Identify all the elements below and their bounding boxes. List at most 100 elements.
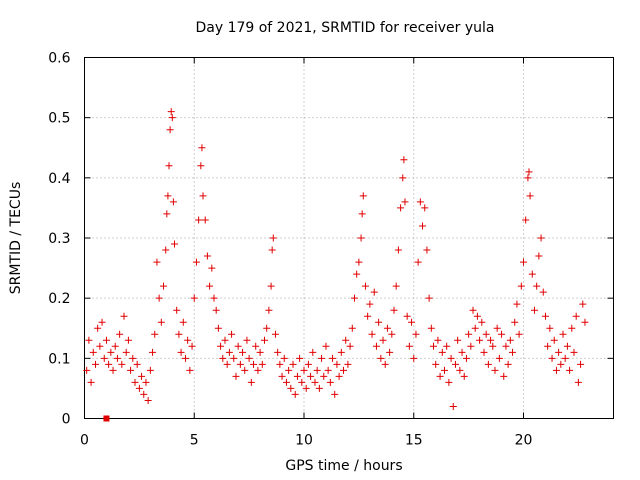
data-point: [127, 366, 135, 374]
data-point: [375, 318, 383, 326]
data-point: [199, 192, 207, 200]
data-point: [225, 348, 233, 356]
data-point: [355, 258, 363, 266]
data-point: [525, 168, 533, 176]
data-point: [201, 216, 209, 224]
data-point: [440, 366, 448, 374]
data-point: [146, 366, 154, 374]
data-point: [419, 222, 427, 230]
data-point: [318, 354, 326, 362]
data-point: [135, 384, 143, 392]
y-tick-label: 0.5: [48, 111, 70, 127]
data-point: [83, 366, 91, 374]
data-point: [203, 252, 211, 260]
data-point: [168, 114, 176, 122]
data-point: [302, 384, 310, 392]
data-point: [480, 348, 488, 356]
data-point: [254, 366, 262, 374]
data-point: [228, 330, 236, 338]
data-point: [280, 354, 288, 362]
data-point: [234, 342, 242, 350]
data-point: [118, 360, 126, 368]
data-point: [451, 360, 459, 368]
data-point: [476, 336, 484, 344]
y-tick-label: 0.4: [48, 171, 70, 187]
data-point: [300, 366, 308, 374]
square-data-point: [103, 415, 110, 422]
data-point: [181, 354, 189, 362]
x-tick-label: 20: [515, 433, 533, 449]
data-point: [131, 378, 139, 386]
data-point: [94, 324, 102, 332]
data-point: [449, 402, 457, 410]
y-tick-label: 0.1: [48, 351, 70, 367]
data-point: [111, 342, 119, 350]
data-point: [528, 270, 536, 278]
data-point: [568, 324, 576, 332]
data-point: [107, 348, 115, 356]
data-point: [467, 342, 475, 350]
data-point: [162, 246, 170, 254]
data-point: [298, 378, 306, 386]
data-point: [358, 210, 366, 218]
data-point: [177, 348, 185, 356]
data-point: [124, 336, 132, 344]
data-point: [311, 378, 319, 386]
data-point: [122, 348, 130, 356]
data-point: [579, 300, 587, 308]
data-point: [397, 204, 405, 212]
data-point: [250, 360, 258, 368]
data-point: [120, 312, 128, 320]
y-tick-label: 0: [62, 412, 71, 428]
data-point: [561, 354, 569, 362]
data-point: [285, 366, 293, 374]
data-point: [219, 354, 227, 362]
data-point: [214, 324, 222, 332]
data-point: [179, 318, 187, 326]
data-point: [348, 324, 356, 332]
data-point: [85, 336, 93, 344]
data-point: [109, 366, 117, 374]
data-point: [574, 378, 582, 386]
data-point: [98, 318, 106, 326]
data-point: [386, 348, 394, 356]
data-point: [539, 288, 547, 296]
data-point: [268, 246, 276, 254]
data-point: [427, 324, 435, 332]
y-tick-label: 0.2: [48, 291, 70, 307]
data-point: [495, 354, 503, 362]
data-point: [572, 312, 580, 320]
data-point: [329, 354, 337, 362]
data-point: [313, 366, 321, 374]
data-point: [526, 192, 534, 200]
data-point: [370, 288, 378, 296]
data-point: [447, 354, 455, 362]
data-point: [278, 372, 286, 380]
data-point: [241, 366, 249, 374]
data-point: [165, 162, 173, 170]
data-point: [357, 234, 365, 242]
data-point: [195, 216, 203, 224]
data-point: [493, 324, 501, 332]
data-point: [267, 282, 275, 290]
data-point: [245, 354, 253, 362]
y-tick-label: 0.6: [48, 51, 70, 67]
data-point: [555, 348, 563, 356]
data-point: [144, 396, 152, 404]
data-point: [346, 342, 354, 350]
data-point: [164, 192, 172, 200]
data-point: [173, 306, 181, 314]
data-point: [166, 126, 174, 134]
data-point: [462, 354, 470, 362]
data-point: [236, 360, 244, 368]
data-point: [552, 366, 560, 374]
data-point: [289, 360, 297, 368]
data-point: [184, 336, 192, 344]
data-point: [337, 348, 345, 356]
data-point: [432, 360, 440, 368]
data-point: [167, 108, 175, 116]
data-point: [258, 360, 266, 368]
data-point: [465, 330, 473, 338]
data-point: [186, 366, 194, 374]
data-point: [423, 246, 431, 254]
